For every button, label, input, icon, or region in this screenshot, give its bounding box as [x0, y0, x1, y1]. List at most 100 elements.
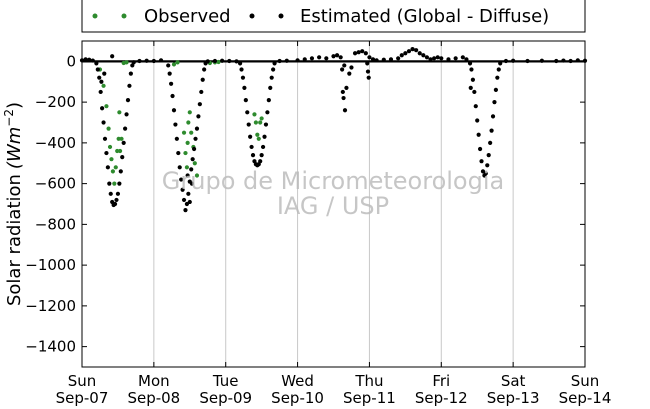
data-point-s1-152 [477, 146, 483, 152]
x-tick-day-7: Sun [571, 372, 600, 390]
data-point-s1-14 [108, 191, 113, 196]
data-point-s1-73 [237, 61, 243, 66]
data-point-s1-47 [179, 177, 184, 182]
x-tick-day-0: Sun [68, 372, 97, 390]
data-point-s1-145 [467, 61, 473, 66]
data-point-s1-169 [511, 58, 516, 63]
data-point-s1-35 [144, 58, 149, 63]
data-point-s1-3 [90, 58, 95, 63]
data-point-s0-1 [101, 83, 106, 88]
data-point-s1-99 [284, 58, 289, 63]
data-point-s1-40 [169, 81, 174, 86]
data-point-s1-76 [242, 85, 247, 90]
data-points [79, 47, 588, 213]
data-point-s1-62 [200, 77, 205, 82]
data-point-s1-139 [435, 55, 440, 60]
data-point-s1-93 [266, 97, 271, 103]
legend-label-estimated: Estimated (Global - Diffuse) [300, 6, 549, 27]
data-point-s1-126 [381, 57, 386, 62]
data-point-s1-114 [347, 71, 352, 76]
data-point-s1-164 [495, 75, 500, 80]
grid-lines [153, 41, 514, 367]
data-point-s1-82 [250, 153, 256, 158]
data-point-s1-142 [453, 56, 458, 61]
data-point-s1-60 [197, 102, 202, 107]
data-point-s1-168 [503, 58, 509, 64]
data-point-s1-121 [365, 69, 371, 74]
data-point-s1-123 [367, 55, 372, 60]
data-point-s1-107 [338, 55, 343, 60]
data-point-s1-167 [468, 85, 473, 90]
data-point-s1-141 [446, 57, 451, 62]
data-point-s1-71 [227, 58, 232, 64]
data-point-s1-10 [102, 136, 108, 141]
data-point-s1-75 [240, 75, 246, 80]
plot-frame [81, 40, 586, 368]
data-point-s1-77 [243, 97, 248, 103]
data-point-s1-69 [212, 58, 218, 64]
data-point-s1-101 [302, 57, 307, 62]
x-tick-date-4: Sep-11 [343, 389, 396, 407]
y-axis: 0 −200 −400 −600 −800 −1000 −1200 −1400 [25, 52, 585, 356]
data-point-s1-102 [309, 56, 315, 61]
data-point-s0-34 [256, 136, 261, 141]
data-point-s1-98 [277, 58, 282, 64]
data-point-s1-165 [496, 67, 501, 72]
data-point-s1-70 [220, 58, 225, 63]
data-point-s1-127 [388, 57, 394, 62]
watermark-line-2: IAG / USP [277, 192, 389, 220]
data-point-s1-81 [249, 144, 254, 150]
data-point-s1-42 [171, 108, 177, 113]
legend-label-observed: Observed [144, 6, 231, 27]
data-point-s1-97 [272, 61, 277, 66]
data-point-s1-55 [190, 157, 195, 162]
data-point-s1-113 [344, 85, 349, 90]
data-point-s0-18 [181, 130, 187, 135]
data-point-s0-24 [189, 130, 194, 135]
y-axis-label-main: Solar radiation [4, 174, 25, 306]
data-point-s0-16 [171, 62, 177, 67]
data-point-s1-129 [399, 53, 404, 58]
data-point-s1-100 [295, 58, 300, 63]
data-point-s1-56 [191, 146, 197, 152]
data-point-s1-130 [403, 51, 408, 56]
data-point-s1-111 [341, 95, 346, 101]
data-point-s1-61 [199, 89, 204, 95]
x-tick-day-6: Sat [501, 372, 526, 390]
data-point-s1-78 [245, 110, 250, 115]
y-axis-label-unit-exponent: −2 [2, 109, 16, 127]
data-point-s1-119 [363, 51, 368, 56]
data-point-s0-23 [187, 110, 192, 115]
data-point-s0-30 [216, 59, 221, 65]
x-axis: SunSep-07MonSep-08TueSep-09WedSep-10ThuS… [56, 41, 611, 407]
data-point-s1-143 [460, 55, 465, 60]
x-tick-day-5: Fri [432, 372, 450, 390]
data-point-s1-37 [158, 58, 164, 63]
data-point-s1-49 [181, 197, 187, 203]
data-point-s1-27 [127, 83, 132, 88]
data-point-s1-17 [112, 201, 118, 207]
data-point-s1-132 [410, 47, 415, 52]
x-tick-day-4: Thu [354, 372, 383, 390]
data-point-s1-112 [342, 108, 348, 113]
data-point-s1-159 [488, 140, 493, 145]
data-point-s1-174 [568, 58, 573, 64]
data-point-s1-30 [131, 60, 136, 65]
data-point-s0-33 [255, 132, 260, 137]
data-point-s1-163 [493, 87, 498, 92]
data-point-s1-63 [202, 67, 207, 72]
data-point-s1-153 [479, 159, 484, 164]
data-point-s0-6 [110, 169, 115, 174]
y-tick-label-6: −1200 [25, 297, 76, 315]
data-point-s0-3 [106, 126, 111, 131]
data-point-s1-1 [83, 57, 88, 62]
data-point-s1-38 [166, 63, 171, 68]
data-point-s0-36 [259, 116, 264, 121]
data-point-s1-46 [177, 165, 182, 170]
y-tick-label-4: −800 [35, 215, 76, 233]
data-point-s1-74 [239, 67, 244, 72]
data-point-s0-32 [253, 120, 258, 125]
y-tick-label-1: −200 [35, 93, 76, 111]
y-tick-label-0: 0 [66, 52, 76, 70]
